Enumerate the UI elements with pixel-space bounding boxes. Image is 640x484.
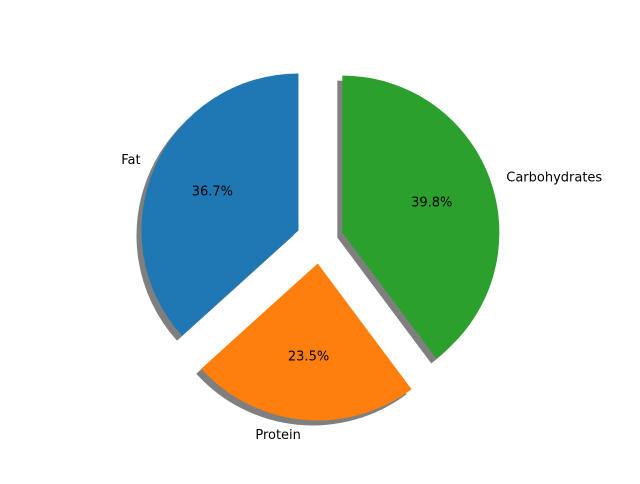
slice-carbohydrates (342, 75, 500, 359)
pie-labels: Fat 36.7% Protein 23.5% Carbohydrates 39.8% (121, 153, 602, 443)
slice-label-carbohydrates: Carbohydrates (506, 171, 602, 186)
pie-slices (141, 73, 500, 421)
slice-fat (141, 73, 299, 336)
slice-label-protein: Protein (255, 428, 301, 443)
slice-label-fat: Fat (121, 153, 140, 168)
slice-percent-fat: 36.7% (192, 185, 233, 200)
slice-percent-protein: 23.5% (288, 350, 329, 365)
slice-protein (201, 263, 412, 421)
slice-percent-carbohydrates: 39.8% (411, 195, 452, 210)
